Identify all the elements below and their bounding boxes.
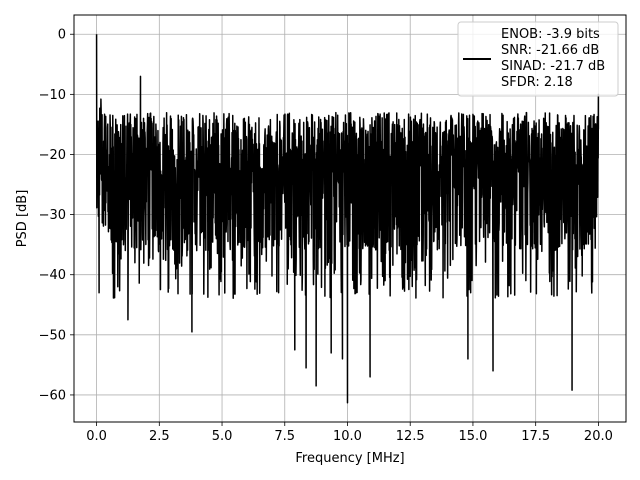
x-tick-label: 5.0: [212, 429, 233, 444]
x-tick-label: 17.5: [521, 429, 550, 444]
y-tick-label: −20: [39, 148, 66, 163]
y-tick-label: −30: [39, 208, 66, 223]
x-tick-label: 20.0: [584, 429, 613, 444]
y-tick-label: 0: [58, 28, 66, 43]
legend-entry-sfdr: SFDR: 2.18: [501, 75, 573, 90]
x-tick-label: 2.5: [149, 429, 170, 444]
x-axis-ticks: 0.0 2.5 5.0 7.5 10.0 12.5 15.0 17.5 20.0: [86, 422, 613, 444]
x-tick-label: 15.0: [458, 429, 487, 444]
x-tick-label: 7.5: [274, 429, 295, 444]
x-tick-label: 10.0: [333, 429, 362, 444]
y-tick-label: −50: [39, 328, 66, 343]
plot-frame: [73, 14, 627, 423]
series-psd: [95, 34, 600, 404]
y-axis-title: PSD [dB]: [15, 190, 30, 248]
legend-box: [457, 21, 619, 97]
x-tick-label: 0.0: [86, 429, 107, 444]
y-tick-label: −10: [39, 88, 66, 103]
y-axis-ticks: 0 −10 −20 −30 −40 −50 −60: [39, 28, 74, 403]
legend-entry-sinad: SINAD: -21.7 dB: [501, 59, 605, 74]
x-tick-label: 12.5: [396, 429, 425, 444]
x-axis-title: Frequency [MHz]: [295, 451, 404, 466]
legend-entry-enob: ENOB: -3.9 bits: [501, 27, 600, 42]
y-tick-label: −60: [39, 388, 66, 403]
psd-series-line: [95, 34, 600, 404]
legend: ENOB: -3.9 bits SNR: -21.66 dB SINAD: -2…: [457, 21, 619, 97]
y-tick-label: −40: [39, 268, 66, 283]
legend-entry-snr: SNR: -21.66 dB: [501, 43, 599, 58]
